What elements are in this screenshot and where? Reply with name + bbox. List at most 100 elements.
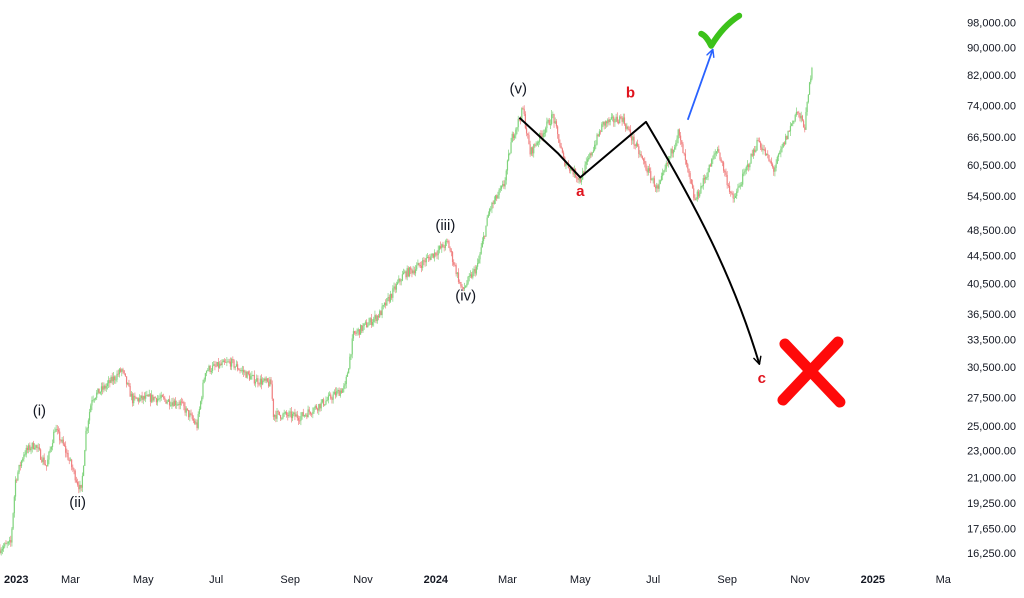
candle (767, 150, 769, 159)
candle (305, 413, 307, 417)
candle (586, 156, 589, 166)
candle (355, 330, 357, 336)
candle (420, 261, 423, 273)
candle (50, 446, 52, 453)
candle (436, 250, 438, 260)
candle (685, 159, 688, 168)
candle (258, 382, 260, 387)
candle (274, 414, 276, 421)
candle (595, 140, 597, 150)
candle (545, 126, 547, 137)
candle (41, 456, 43, 463)
candle (748, 163, 750, 172)
candle (146, 390, 148, 397)
candle (590, 151, 592, 158)
candle (364, 320, 366, 326)
candle (66, 448, 68, 458)
candle (517, 115, 519, 132)
bullish-arrow[interactable] (686, 48, 715, 121)
candle (152, 394, 154, 403)
candle (599, 129, 602, 135)
candle (300, 412, 302, 426)
candle (369, 317, 371, 325)
candle (105, 383, 107, 392)
candle (619, 115, 621, 124)
candle (68, 457, 70, 465)
candle (435, 252, 437, 257)
candle (627, 125, 629, 131)
candle (728, 181, 731, 195)
candle (802, 119, 805, 128)
candle (221, 358, 223, 368)
candle (414, 265, 417, 277)
candle (380, 310, 382, 316)
candle (671, 146, 673, 158)
candle (226, 357, 228, 367)
y-tick-label: 25,000.00 (967, 421, 1016, 433)
candle (457, 268, 460, 284)
candle (611, 113, 614, 122)
candle (598, 129, 601, 137)
candle (534, 142, 536, 148)
candle (62, 436, 64, 446)
candle (751, 149, 753, 158)
candle (93, 398, 95, 403)
candle (644, 157, 646, 168)
candle (690, 179, 692, 185)
candle (736, 188, 738, 200)
candle (104, 383, 106, 391)
candle (654, 184, 657, 192)
candle (78, 481, 80, 494)
candle (199, 400, 202, 411)
candle (621, 115, 623, 126)
candle (270, 377, 272, 385)
bearish-path-arrow[interactable] (518, 116, 762, 365)
candle (449, 246, 451, 253)
candle (311, 412, 313, 418)
candle (34, 443, 36, 450)
candle (324, 404, 326, 407)
candle (42, 455, 44, 466)
candle (800, 111, 802, 123)
candle (161, 394, 163, 398)
candle (770, 157, 772, 166)
candle (603, 121, 605, 130)
candle (394, 283, 396, 294)
candle (801, 114, 803, 122)
candle (10, 535, 12, 547)
x-tick-label: Sep (717, 574, 737, 586)
candle (392, 285, 394, 302)
candle (467, 275, 469, 285)
correction-label: b (626, 85, 635, 102)
candle (769, 159, 771, 164)
candle (640, 151, 642, 158)
candle (492, 200, 494, 209)
candle (443, 244, 445, 252)
candle (153, 396, 155, 403)
candle (336, 387, 338, 398)
candle (25, 444, 27, 458)
candle (744, 168, 746, 176)
candle (196, 419, 198, 431)
y-tick-label: 90,000.00 (967, 43, 1016, 55)
candle (263, 377, 265, 383)
candle (56, 424, 58, 435)
candle (651, 177, 653, 181)
candle (97, 388, 99, 395)
candle (560, 142, 562, 149)
candle (100, 382, 103, 396)
candle (375, 313, 377, 324)
candle (213, 361, 215, 367)
candle (59, 428, 61, 445)
candle (601, 122, 603, 133)
candle (468, 272, 470, 282)
candle (106, 380, 109, 390)
candle (426, 252, 429, 259)
candle (48, 451, 50, 465)
candle (179, 399, 181, 410)
candle (515, 127, 517, 139)
candle (478, 255, 480, 264)
candle (275, 410, 277, 423)
